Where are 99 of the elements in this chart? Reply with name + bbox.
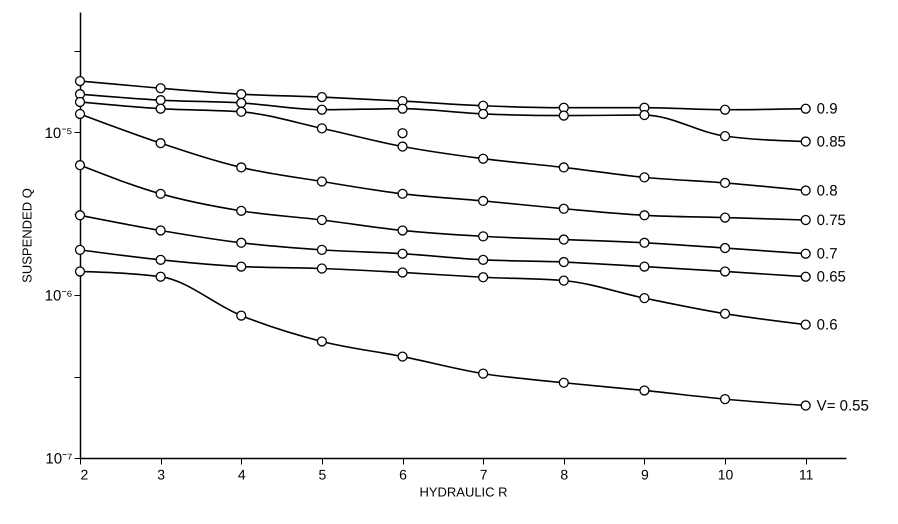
point	[800, 214, 811, 226]
x-tick-label: 10	[718, 466, 734, 482]
x-tick-label: 5	[318, 466, 326, 482]
point	[478, 272, 488, 282]
point	[800, 320, 811, 330]
point	[558, 162, 569, 173]
point	[156, 138, 166, 148]
x-tick-label: 11	[798, 466, 814, 482]
point	[478, 254, 488, 265]
point	[236, 310, 246, 321]
point	[316, 92, 328, 102]
series-label: 0.75	[816, 212, 846, 229]
point	[639, 238, 650, 248]
point	[316, 214, 328, 226]
point	[74, 160, 86, 170]
point	[639, 261, 650, 272]
point	[236, 106, 246, 117]
point	[720, 178, 730, 188]
point	[720, 212, 730, 223]
point	[478, 108, 488, 120]
point	[800, 185, 811, 196]
series-label: 0.85	[816, 134, 846, 151]
x-tick-label: 3	[157, 466, 166, 482]
x-tick-label: 6	[399, 466, 408, 482]
point	[558, 256, 569, 268]
point	[397, 351, 408, 362]
point	[800, 400, 811, 411]
point	[639, 210, 650, 220]
point	[74, 108, 86, 120]
point	[639, 293, 650, 304]
series-label: V= 0.55	[816, 398, 869, 415]
point	[156, 272, 166, 282]
point	[316, 244, 328, 255]
point	[74, 266, 86, 277]
y-tick-label: 10⁻⁵	[44, 124, 72, 142]
point	[397, 188, 408, 199]
point	[156, 83, 166, 94]
point	[639, 110, 650, 120]
point	[236, 206, 246, 216]
point	[397, 128, 408, 138]
point	[236, 162, 246, 173]
point	[558, 204, 569, 214]
point	[316, 123, 328, 134]
series-label: 0.7	[816, 246, 838, 263]
series-label: 0.6	[816, 316, 838, 334]
point	[558, 234, 569, 245]
point	[316, 263, 328, 274]
point	[478, 231, 488, 242]
point	[156, 95, 166, 106]
point	[74, 244, 86, 255]
point	[74, 96, 86, 108]
point	[558, 276, 569, 286]
point	[236, 261, 246, 272]
point	[156, 188, 166, 199]
point	[800, 104, 811, 114]
point	[800, 248, 811, 259]
point	[558, 110, 569, 121]
point	[316, 176, 328, 187]
x-tick-label: 7	[480, 466, 488, 482]
point	[478, 196, 488, 206]
point	[397, 267, 408, 278]
series-label: 0.8	[816, 182, 838, 200]
x-tick-label: 9	[641, 466, 650, 482]
point	[720, 242, 730, 254]
point	[800, 272, 811, 282]
point	[236, 98, 246, 108]
y-axis-title: SUSPENDED Q	[20, 188, 35, 283]
point	[397, 248, 408, 259]
series-label: 0.9	[816, 100, 838, 118]
point	[156, 254, 166, 265]
x-tick-label: 8	[560, 466, 568, 482]
point	[397, 225, 408, 236]
y-tick-label: 10⁻⁷	[45, 450, 72, 468]
point	[478, 100, 488, 111]
series-label: 0.65	[816, 268, 846, 286]
point	[478, 368, 488, 379]
point	[397, 104, 408, 114]
point	[236, 238, 246, 248]
point	[720, 131, 730, 142]
point	[720, 266, 730, 277]
point	[800, 136, 811, 147]
x-axis-title: HYDRAULIC R	[419, 484, 508, 500]
point	[720, 104, 730, 115]
point	[478, 154, 488, 164]
point	[156, 225, 166, 236]
point	[720, 308, 730, 319]
point	[639, 385, 650, 396]
point	[74, 76, 86, 86]
point	[720, 394, 730, 404]
point	[558, 378, 569, 388]
point	[316, 336, 328, 347]
point	[397, 141, 408, 152]
x-tick-label: 4	[238, 466, 246, 482]
point	[236, 89, 246, 100]
x-tick-label: 2	[80, 466, 88, 482]
point	[639, 172, 650, 182]
point	[316, 104, 328, 115]
point	[156, 104, 166, 114]
y-tick-label: 10⁻⁶	[44, 288, 72, 305]
